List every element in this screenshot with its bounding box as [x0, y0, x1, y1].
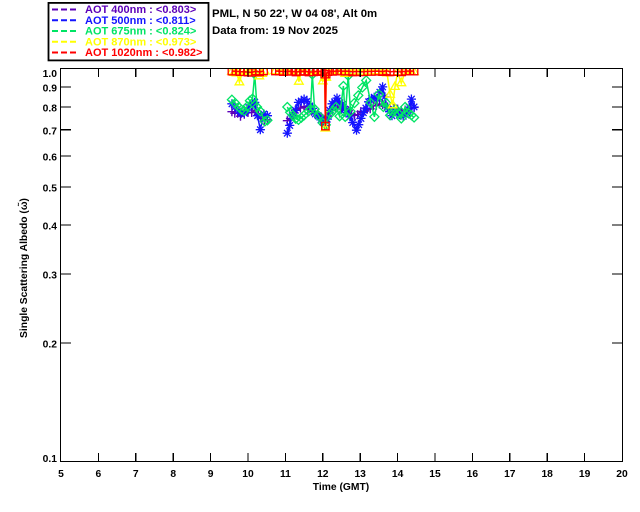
svg-text:14: 14 [392, 469, 404, 480]
svg-text:6: 6 [96, 469, 102, 480]
svg-text:Time (GMT): Time (GMT) [313, 482, 369, 493]
svg-text:20: 20 [616, 469, 628, 480]
svg-text:0.4: 0.4 [43, 222, 58, 233]
svg-text:AOT 870nm : <0.973>: AOT 870nm : <0.973> [85, 37, 196, 49]
svg-text:AOT 1020nm : <0.982>: AOT 1020nm : <0.982> [85, 47, 202, 59]
svg-text:Single Scattering Albedo (ω̃): Single Scattering Albedo (ω̃) [17, 198, 30, 338]
svg-text:1.0: 1.0 [43, 69, 58, 80]
svg-text:18: 18 [541, 469, 553, 480]
svg-text:0.2: 0.2 [43, 340, 58, 351]
svg-text:Data from: 19 Nov 2025: Data from: 19 Nov 2025 [212, 25, 339, 37]
svg-text:17: 17 [504, 469, 516, 480]
svg-text:12: 12 [317, 469, 329, 480]
svg-text:0.5: 0.5 [43, 184, 58, 195]
svg-text:0.6: 0.6 [43, 153, 58, 164]
svg-text:AOT 400nm : <0.803>: AOT 400nm : <0.803> [85, 4, 196, 16]
svg-text:9: 9 [208, 469, 214, 480]
svg-text:0.8: 0.8 [43, 104, 58, 115]
svg-text:11: 11 [280, 469, 291, 480]
svg-text:5: 5 [58, 469, 64, 480]
svg-text:AOT 675nm : <0.824>: AOT 675nm : <0.824> [85, 26, 196, 38]
svg-text:13: 13 [354, 469, 366, 480]
svg-text:7: 7 [133, 469, 139, 480]
svg-text:16: 16 [467, 469, 479, 480]
svg-text:PML, N 50 22', W 04 08', Alt 0: PML, N 50 22', W 04 08', Alt 0m [212, 8, 377, 20]
svg-text:0.3: 0.3 [43, 271, 58, 282]
svg-text:10: 10 [242, 469, 254, 480]
svg-text:8: 8 [170, 469, 176, 480]
svg-text:0.9: 0.9 [43, 84, 58, 95]
svg-text:19: 19 [579, 469, 591, 480]
svg-text:15: 15 [429, 469, 441, 480]
svg-text:AOT 500nm : <0.811>: AOT 500nm : <0.811> [85, 15, 196, 27]
svg-text:0.7: 0.7 [43, 126, 58, 137]
svg-text:0.1: 0.1 [43, 454, 58, 465]
